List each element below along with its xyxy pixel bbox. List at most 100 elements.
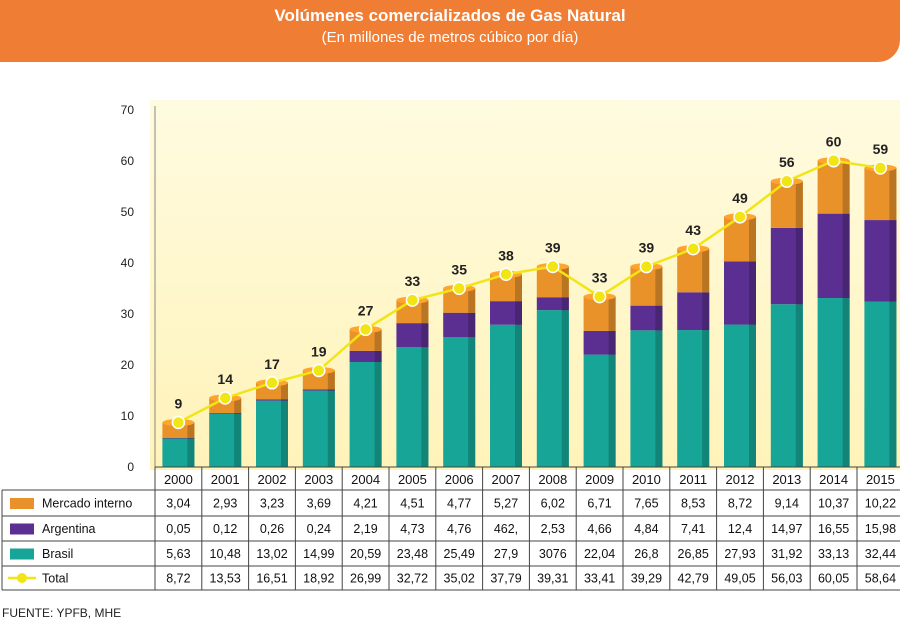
table-cell: 0,12 — [213, 522, 237, 536]
bar-segment-shade — [327, 389, 335, 391]
total-point-label: 38 — [498, 247, 514, 263]
total-point-label: 19 — [311, 344, 327, 360]
bar-segment-shade — [749, 324, 756, 467]
table-cell: 25,49 — [444, 547, 475, 561]
table-cell: 8,72 — [166, 572, 190, 586]
table-cell: 18,92 — [303, 572, 334, 586]
bar-segment-shade — [702, 248, 710, 293]
table-cell: 31,92 — [771, 547, 802, 561]
table-cell: 32,72 — [397, 572, 428, 586]
legend-label: Argentina — [42, 522, 96, 536]
total-point — [218, 391, 232, 405]
bar-segment-shade — [421, 300, 429, 324]
bar-segment-shade — [421, 323, 429, 348]
y-tick-label: 40 — [121, 256, 135, 270]
bar-segment-shade — [468, 337, 476, 467]
x-tick-label: 2001 — [211, 472, 240, 487]
table-cell: 4,76 — [447, 522, 471, 536]
bar-segment-shade — [281, 382, 288, 400]
table-cell: 3,23 — [260, 497, 284, 511]
table-cell: 35,02 — [444, 572, 475, 586]
bar-segment-argentina — [302, 389, 335, 391]
table-cell: 26,85 — [678, 547, 709, 561]
table-cell: 14,97 — [771, 522, 802, 536]
table-cell: 7,65 — [634, 497, 658, 511]
x-tick-label: 2014 — [819, 472, 848, 487]
total-point — [686, 242, 700, 256]
x-tick-label: 2009 — [585, 472, 614, 487]
table-cell: 3076 — [539, 547, 567, 561]
bar-segment-shade — [187, 438, 195, 439]
table-cell: 27,93 — [724, 547, 755, 561]
bar-segment-shade — [655, 266, 663, 306]
bar-segment-shade — [795, 304, 803, 467]
bar-segment-shade — [327, 370, 335, 390]
table-cell: 6,71 — [587, 497, 611, 511]
y-tick-label: 0 — [127, 460, 134, 474]
table-cell: 2,93 — [213, 497, 237, 511]
total-point — [826, 153, 841, 168]
bar-segment-shade — [468, 288, 476, 313]
table-cell: 4,21 — [353, 497, 377, 511]
table-cell: 4,73 — [400, 522, 424, 536]
chart-subtitle: (En millones de metros cúbico por día) — [321, 29, 579, 46]
total-point — [499, 267, 513, 282]
bar-segment-shade — [281, 399, 288, 401]
bar-segment-shade — [889, 167, 897, 221]
table-cell: 8,72 — [728, 497, 752, 511]
bar-segment-shade — [515, 324, 522, 467]
table-cell: 26,8 — [634, 547, 658, 561]
bar-segment-shade — [561, 266, 569, 298]
total-point-label: 27 — [358, 302, 374, 318]
x-tick-label: 2000 — [164, 472, 193, 487]
bar-segment-shade — [234, 412, 242, 414]
table-cell: 10,37 — [818, 497, 849, 511]
total-point-label: 56 — [779, 154, 795, 170]
bar-segment-shade — [795, 227, 803, 305]
total-point — [171, 415, 186, 430]
table-cell: 13,53 — [210, 572, 241, 586]
bar-segment-shade — [655, 330, 663, 467]
y-tick-label: 20 — [121, 358, 135, 372]
bar-segment-mercado-interno — [302, 370, 335, 390]
table-cell: 22,04 — [584, 547, 615, 561]
table-cell: 2,19 — [353, 522, 377, 536]
total-point — [733, 210, 747, 224]
table-cell: 10,22 — [865, 497, 896, 511]
total-point-label: 9 — [175, 396, 183, 412]
bar-segment-argentina — [536, 297, 569, 311]
y-tick-label: 10 — [121, 409, 135, 423]
total-point — [546, 259, 560, 274]
table-cell: 4,77 — [447, 497, 471, 511]
table-cell: 6,02 — [541, 497, 565, 511]
table-cell: 14,99 — [303, 547, 334, 561]
bar-segment-shade — [795, 181, 803, 228]
table-cell: 23,48 — [397, 547, 428, 561]
bar-segment-shade — [374, 361, 382, 467]
bar-segment-shade — [702, 330, 710, 467]
bar-segment-shade — [608, 354, 616, 467]
chart-header: Volúmenes comercializados de Gas Natural… — [0, 0, 900, 62]
total-point-label: 17 — [264, 356, 280, 372]
table-cell: 39,31 — [537, 572, 568, 586]
table-cell: 4,84 — [634, 522, 658, 536]
bar-segment-argentina — [583, 330, 616, 355]
bar-segment-argentina — [162, 438, 195, 439]
total-point-label: 60 — [826, 134, 842, 150]
legend-label: Mercado interno — [42, 497, 132, 511]
bar-segment-shade — [234, 397, 242, 413]
table-cell: 60,05 — [818, 572, 849, 586]
table-cell: 4,66 — [587, 522, 611, 536]
legend-swatch-mercado-interno — [10, 498, 34, 509]
table-cell: 10,48 — [210, 547, 241, 561]
total-point-label: 33 — [405, 273, 421, 289]
bar-segment-shade — [374, 329, 382, 351]
bar-segment-shade — [374, 350, 382, 362]
legend-swatch-brasil — [10, 548, 34, 560]
bar-segment-shade — [608, 330, 616, 355]
legend-swatch-argentina — [10, 523, 34, 535]
bar-segment-mercado-interno — [256, 382, 288, 400]
bar-segment-argentina — [349, 350, 382, 362]
x-tick-label: 2002 — [258, 472, 287, 487]
table-cell: 5,27 — [494, 497, 518, 511]
